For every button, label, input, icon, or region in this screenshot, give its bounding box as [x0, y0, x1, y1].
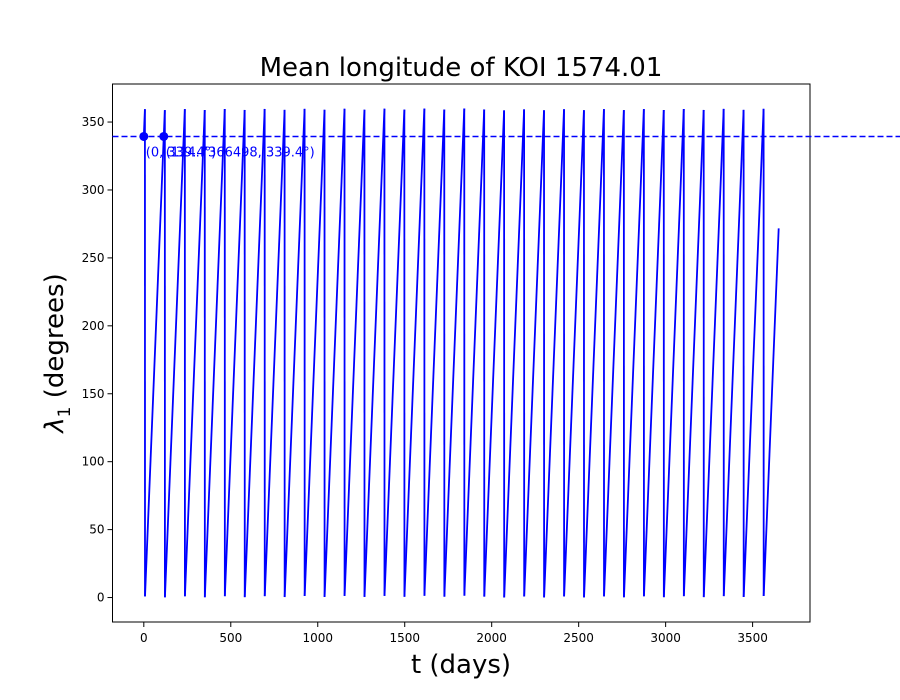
longitude-series-segment: [423, 109, 446, 596]
longitude-series-segment: [563, 110, 585, 597]
longitude-series-segment: [363, 108, 386, 597]
y-axis-label-subscript: 1: [55, 407, 75, 418]
longitude-series-segment: [463, 109, 486, 596]
x-tick-label: 3000: [650, 631, 681, 645]
x-tick-label: 0: [140, 631, 148, 645]
longitude-series-segment: [343, 109, 366, 596]
longitude-series-segment: [303, 109, 326, 597]
y-tick-label: 0: [97, 591, 105, 605]
x-tick-label: 3500: [737, 631, 768, 645]
longitude-series-segment: [762, 228, 780, 597]
point-annotation: (0, 339.4°): [146, 145, 216, 160]
y-axis-ticks: 0 50 100 150 200 250 300 350: [82, 115, 113, 605]
chart-title: Mean longitude of KOI 1574.01: [260, 53, 663, 83]
longitude-series-segment: [603, 110, 625, 597]
y-tick-label: 200: [82, 319, 105, 333]
longitude-series-segment: [623, 109, 645, 598]
longitude-series-segment: [503, 109, 525, 598]
longitude-series-segment: [184, 110, 206, 597]
longitude-series-segment: [263, 109, 286, 597]
longitude-series-segment: [702, 108, 725, 598]
point-annotation: (114.7366498, 339.4°): [166, 145, 315, 160]
x-tick-label: 500: [219, 631, 242, 645]
x-tick-label: 2500: [563, 631, 594, 645]
point-marker: [159, 131, 169, 141]
y-tick-label: 300: [82, 183, 105, 197]
longitude-series-segment: [443, 108, 466, 597]
y-tick-label: 50: [89, 523, 104, 537]
longitude-series-segment: [223, 109, 246, 597]
plot-area: (0, 339.4°)(114.7366498, 339.4°): [139, 108, 780, 598]
longitude-series-segment: [543, 109, 565, 598]
x-axis-ticks: 0 500 1000 1500 2000 2500 3000 3500: [140, 622, 768, 645]
longitude-series-segment: [164, 109, 186, 598]
longitude-series-segment: [203, 109, 226, 598]
longitude-series-segment: [483, 110, 505, 597]
longitude-series-segment: [144, 110, 166, 597]
longitude-series-segment: [383, 109, 406, 596]
longitude-series-segment: [243, 108, 266, 598]
axes-frame: [112, 83, 811, 623]
longitude-series-segment: [742, 108, 765, 598]
longitude-series-segment: [662, 108, 685, 598]
longitude-series-segment: [583, 109, 605, 598]
y-tick-label: 250: [82, 251, 105, 265]
y-axis-label: λ1 (degrees): [40, 273, 75, 434]
y-tick-label: 100: [82, 455, 105, 469]
x-tick-label: 1500: [389, 631, 420, 645]
longitude-series-segment: [283, 108, 306, 598]
x-tick-label: 2000: [476, 631, 507, 645]
y-axis-label-symbol: λ: [40, 417, 70, 434]
x-axis-label: t (days): [411, 650, 511, 680]
longitude-series-segment: [323, 108, 346, 597]
y-axis-label-units: (degrees): [40, 273, 70, 406]
x-tick-label: 1000: [302, 631, 333, 645]
longitude-series-segment: [682, 109, 705, 597]
longitude-series-segment: [403, 108, 426, 597]
y-tick-label: 150: [82, 387, 105, 401]
y-tick-label: 350: [82, 115, 105, 129]
longitude-series-segment: [643, 109, 665, 597]
longitude-series-segment: [523, 110, 545, 597]
longitude-series-segment: [722, 109, 745, 597]
